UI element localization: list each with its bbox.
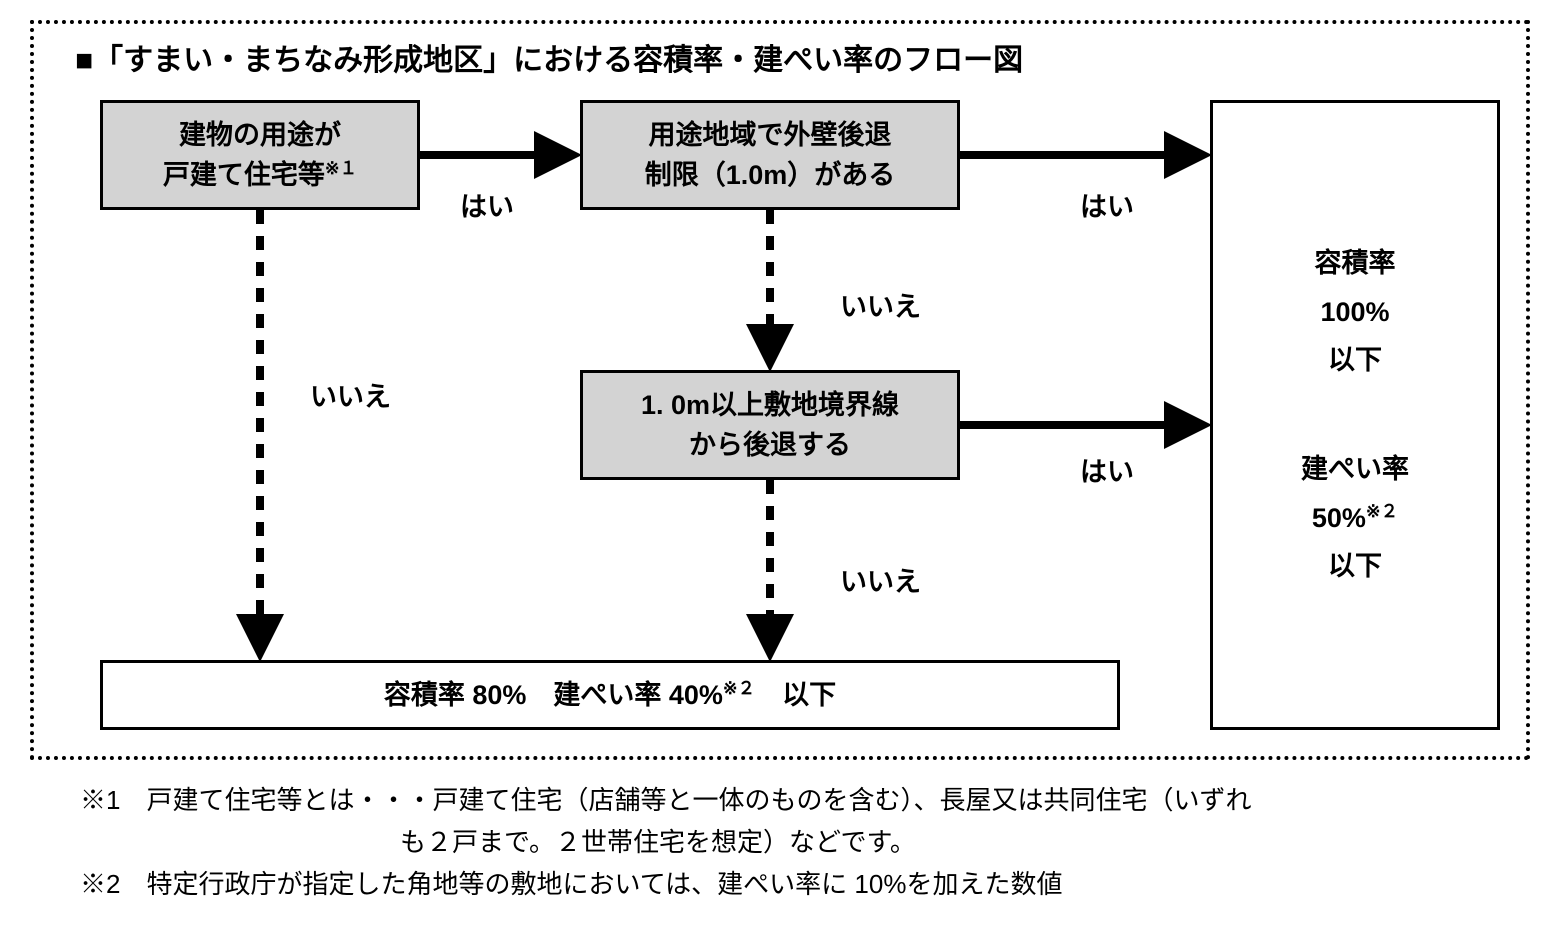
n5-l1: 容積率 <box>1315 239 1396 288</box>
node1-line1: 建物の用途が <box>179 115 341 156</box>
n5-l7: 以下 <box>1301 542 1409 591</box>
node2-line2: 制限（1.0m）がある <box>645 155 896 196</box>
flowchart-canvas: ■「すまい・まちなみ形成地区」における容積率・建ぺい率のフロー図 建物の用途が … <box>20 20 1540 907</box>
node2-line1: 用途地域で外壁後退 <box>649 115 892 156</box>
footnote-1: ※1 戸建て住宅等とは・・・戸建て住宅（店舗等と一体のものを含む）、長屋又は共同… <box>80 780 1520 822</box>
n5-l2: 100% <box>1315 288 1396 337</box>
node-setback-restriction: 用途地域で外壁後退 制限（1.0m）がある <box>580 100 960 210</box>
n5-l5: 建ぺい率 <box>1301 445 1409 494</box>
diagram-title: ■「すまい・まちなみ形成地区」における容積率・建ぺい率のフロー図 <box>75 35 1023 79</box>
footnote-2: ※2 特定行政庁が指定した角地等の敷地においては、建ぺい率に 10%を加えた数値 <box>80 864 1520 906</box>
node-result-100-50: 容積率 100% 以下 建ぺい率 50%※２ 以下 <box>1210 100 1500 730</box>
edge-label-e2: はい <box>1080 185 1134 224</box>
node-setback-1m: 1. 0m以上敷地境界線 から後退する <box>580 370 960 480</box>
node3-line1: 1. 0m以上敷地境界線 <box>641 385 899 426</box>
node-result-80-40: 容積率 80% 建ぺい率 40%※２ 以下 <box>100 660 1120 730</box>
footnote-1b: も２戸まで。２世帯住宅を想定）などです。 <box>400 822 1520 864</box>
edge-label-e4: はい <box>1080 450 1134 489</box>
edge-label-e3: いいえ <box>840 285 921 324</box>
edge-label-e1: はい <box>460 185 514 224</box>
edge-label-e6: いいえ <box>310 375 391 414</box>
node4-text: 容積率 80% 建ぺい率 40%※２ 以下 <box>384 675 836 716</box>
n5-l3: 以下 <box>1315 336 1396 385</box>
node1-line2: 戸建て住宅等※１ <box>163 155 357 196</box>
node-building-use: 建物の用途が 戸建て住宅等※１ <box>100 100 420 210</box>
edge-label-e5: いいえ <box>840 560 921 599</box>
node3-line2: から後退する <box>689 425 851 466</box>
n5-l6: 50%※２ <box>1301 494 1409 543</box>
